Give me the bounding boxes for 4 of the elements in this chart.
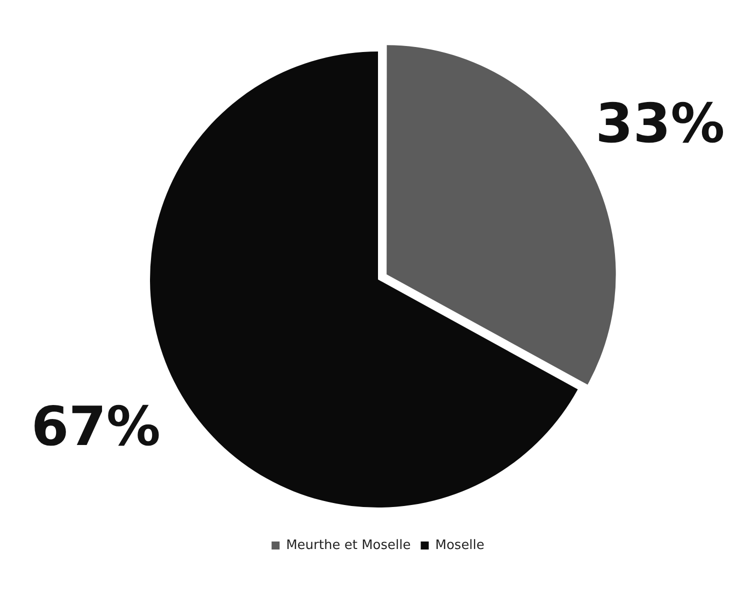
data-label: 67%: [31, 395, 160, 458]
legend-label: Meurthe et Moselle: [286, 538, 411, 553]
data-label: 33%: [596, 92, 725, 155]
legend-label: Moselle: [435, 538, 484, 553]
